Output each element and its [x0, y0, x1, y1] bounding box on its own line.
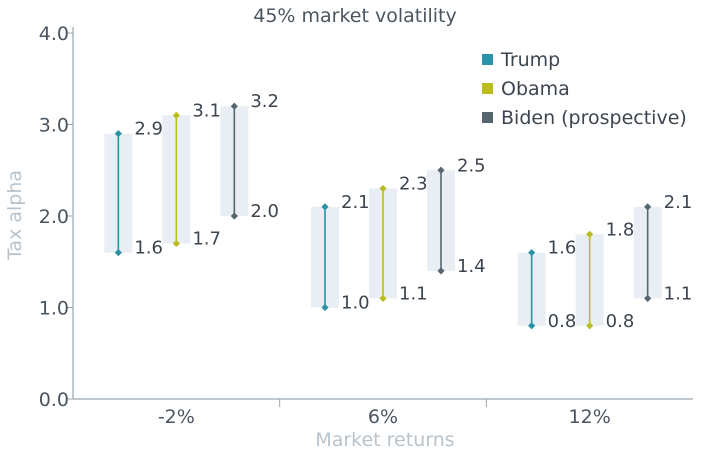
- low-value-label: 1.4: [457, 256, 486, 277]
- y-axis-label: Tax alpha: [4, 170, 26, 261]
- y-tick-label: 0.0: [39, 389, 69, 411]
- high-marker: [230, 102, 238, 110]
- chart-title: 45% market volatility: [253, 5, 457, 27]
- y-tick-label: 4.0: [39, 23, 69, 45]
- high-value-label: 1.8: [606, 219, 635, 240]
- legend-swatch: [482, 54, 493, 65]
- high-marker: [172, 111, 180, 119]
- legend: Trump Obama Biden (prospective): [482, 49, 687, 129]
- low-value-label: 0.8: [548, 311, 577, 332]
- y-tick-label: 2.0: [39, 206, 69, 228]
- low-value-label: 1.7: [192, 228, 221, 249]
- low-value-label: 2.0: [250, 201, 279, 222]
- high-marker: [114, 130, 122, 138]
- low-marker: [172, 239, 180, 248]
- legend-label: Biden (prospective): [501, 107, 687, 129]
- low-marker: [321, 303, 329, 312]
- x-tick-label: 6%: [368, 406, 398, 428]
- high-value-label: 3.1: [192, 100, 221, 121]
- high-value-label: 2.1: [341, 192, 370, 213]
- low-marker: [230, 212, 238, 220]
- high-marker: [379, 184, 387, 193]
- low-marker: [644, 294, 652, 302]
- low-value-label: 1.6: [134, 238, 163, 259]
- low-marker: [528, 322, 536, 330]
- y-tick-label: 3.0: [39, 115, 69, 137]
- high-value-label: 2.9: [134, 119, 163, 140]
- high-marker: [644, 203, 652, 211]
- high-value-label: 2.1: [664, 192, 693, 213]
- high-value-label: 2.5: [457, 155, 486, 176]
- low-marker: [114, 249, 122, 257]
- high-marker: [321, 203, 329, 211]
- high-value-label: 1.6: [548, 238, 577, 259]
- y-tick-label: 1.0: [39, 298, 69, 320]
- low-value-label: 1.0: [341, 293, 370, 314]
- high-value-label: 3.2: [250, 91, 279, 112]
- low-value-label: 1.1: [399, 283, 428, 304]
- high-marker: [586, 230, 594, 238]
- low-marker: [437, 267, 445, 275]
- x-tick-label: -2%: [158, 406, 195, 428]
- x-tick-label: 12%: [569, 406, 611, 428]
- high-marker: [437, 166, 445, 174]
- high-marker: [528, 249, 536, 257]
- low-value-label: 1.1: [664, 283, 693, 304]
- legend-swatch: [482, 112, 493, 123]
- low-marker: [379, 294, 387, 302]
- high-value-label: 2.3: [399, 174, 428, 195]
- legend-label: Trump: [500, 49, 560, 71]
- legend-label: Obama: [501, 78, 570, 100]
- x-axis-label: Market returns: [315, 429, 454, 451]
- low-value-label: 0.8: [606, 311, 635, 332]
- plot-area: 0.0 1.0 2.0 3.0 4.0 -2% 2.9 1.6 3.1 1.7 3.2 2.0 6% 2.…: [39, 23, 693, 428]
- legend-swatch: [482, 83, 493, 94]
- low-marker: [586, 322, 594, 330]
